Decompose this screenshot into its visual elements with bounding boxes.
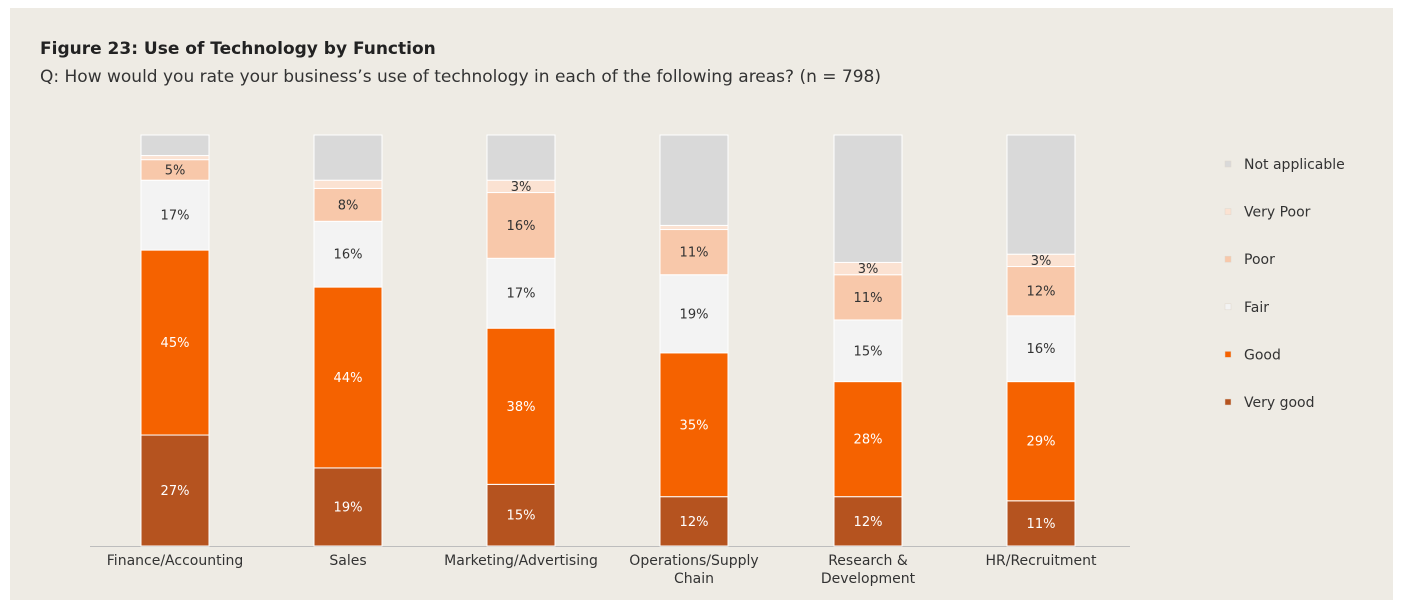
bar-segment xyxy=(313,220,383,288)
data-label: 45% xyxy=(161,336,190,351)
data-label: 3% xyxy=(1031,254,1052,269)
data-label: 17% xyxy=(507,287,536,302)
bar-segment xyxy=(140,179,210,251)
legend-label: Poor xyxy=(1244,252,1275,268)
bar-segment xyxy=(140,134,210,157)
data-label: 12% xyxy=(1027,285,1056,300)
data-label: 11% xyxy=(1027,517,1056,532)
data-label: 19% xyxy=(680,307,709,322)
legend-swatch xyxy=(1224,208,1232,215)
bar-segment xyxy=(833,134,903,263)
legend-swatch xyxy=(1224,303,1232,311)
x-tick-label: Operations/Supply Chain xyxy=(629,553,759,587)
data-label: 16% xyxy=(334,248,363,263)
bar-segment xyxy=(659,352,729,498)
bar-segment xyxy=(486,134,556,181)
data-label: 16% xyxy=(1027,342,1056,357)
bar-segment xyxy=(313,187,383,222)
data-label: 15% xyxy=(507,509,536,524)
chart-subtitle: Q: How would you rate your business’s us… xyxy=(40,67,881,87)
x-tick-label: HR/Recruitment xyxy=(985,553,1097,569)
data-label: 11% xyxy=(854,291,883,306)
legend-swatch xyxy=(1224,351,1232,358)
x-tick-label: Sales xyxy=(329,553,367,569)
data-label: 29% xyxy=(1027,435,1056,450)
data-label: 3% xyxy=(511,180,532,195)
data-label: 44% xyxy=(334,371,363,386)
data-label: 17% xyxy=(161,209,190,224)
bar-segment xyxy=(140,249,210,436)
legend-swatch xyxy=(1224,160,1232,168)
x-tick-label: Research & Development xyxy=(820,553,916,587)
bar-segment xyxy=(313,179,383,189)
bar-segment xyxy=(313,286,383,469)
bar-segment xyxy=(659,496,729,547)
bar-segment xyxy=(313,134,383,181)
legend-swatch xyxy=(1224,255,1232,263)
data-label: 11% xyxy=(680,246,709,261)
data-label: 28% xyxy=(854,433,883,448)
x-tick-label: Marketing/Advertising xyxy=(444,553,598,569)
legend-label: Very Poor xyxy=(1244,205,1311,221)
data-label: 38% xyxy=(507,400,536,415)
legend-swatch xyxy=(1224,398,1232,406)
data-label: 3% xyxy=(858,262,879,277)
legend-label: Good xyxy=(1244,347,1281,363)
bar-segment xyxy=(1006,381,1076,502)
data-label: 15% xyxy=(854,344,883,359)
bar-segment xyxy=(140,434,210,547)
bar-segment xyxy=(486,192,556,259)
bar-segment xyxy=(486,257,556,329)
bar-segment xyxy=(140,155,210,161)
bar-segment xyxy=(833,496,903,547)
bar-segment xyxy=(833,381,903,498)
bar-segment xyxy=(659,134,729,226)
bar-segment xyxy=(1006,266,1076,317)
bar-segment xyxy=(1006,500,1076,547)
data-label: 12% xyxy=(854,515,883,530)
data-label: 27% xyxy=(161,484,190,499)
bar-segment xyxy=(486,327,556,485)
legend-label: Very good xyxy=(1244,395,1315,411)
chart-title: Figure 23: Use of Technology by Function xyxy=(40,39,436,59)
bar-segment xyxy=(1006,134,1076,255)
data-label: 16% xyxy=(507,219,536,234)
legend-label: Fair xyxy=(1244,300,1269,316)
data-label: 5% xyxy=(165,163,186,178)
bar-segment xyxy=(659,224,729,231)
legend-label: Not applicable xyxy=(1244,157,1345,173)
data-label: 12% xyxy=(680,515,709,530)
bar-segment xyxy=(1006,315,1076,383)
data-label: 35% xyxy=(680,418,709,433)
data-label: 8% xyxy=(338,198,359,213)
bar-segment xyxy=(486,483,556,547)
x-tick-label: Finance/Accounting xyxy=(106,553,244,569)
bar-segment xyxy=(313,467,383,547)
data-label: 19% xyxy=(334,500,363,515)
